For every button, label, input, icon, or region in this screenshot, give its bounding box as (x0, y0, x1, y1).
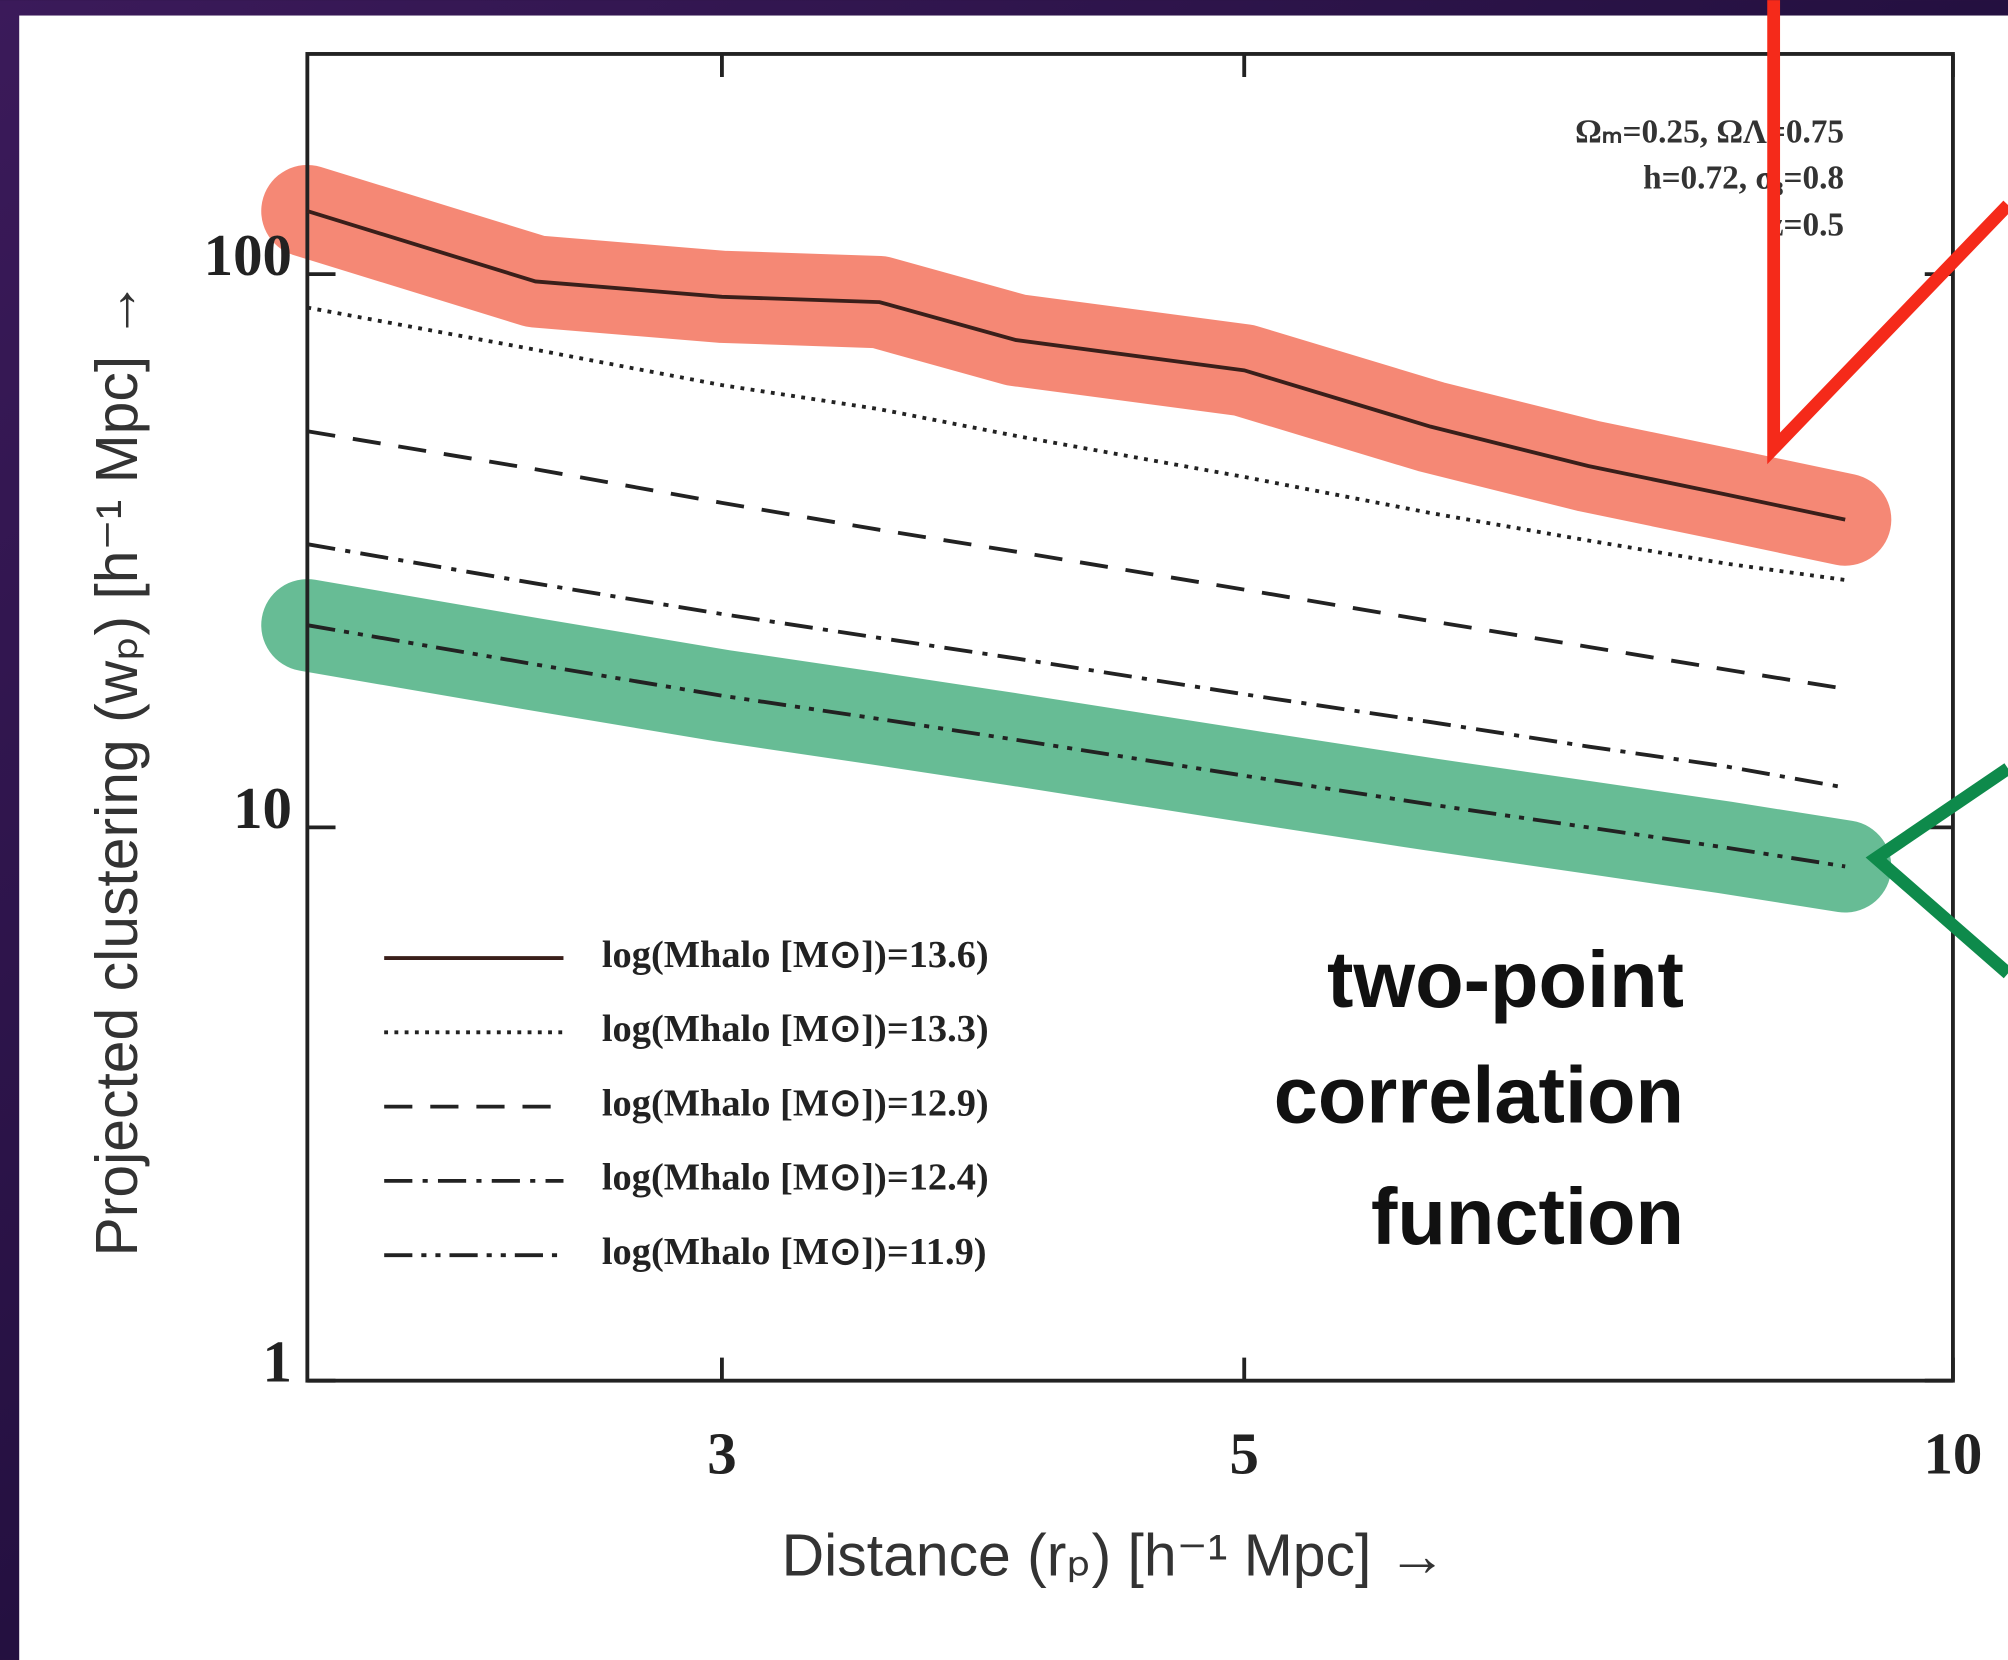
series-line (307, 542, 1846, 790)
callout-text: correlation (1274, 1050, 1684, 1139)
y-tick-label: 1 (263, 1329, 292, 1394)
x-axis-label: Distance (rₚ) [h⁻¹ Mpc] → (782, 1524, 1447, 1589)
highlight-band (261, 579, 1892, 913)
series-line (307, 429, 1846, 691)
callout-text: two-point (1327, 935, 1684, 1024)
callout-text: function (1371, 1172, 1684, 1261)
legend-label: log(Mhalo [M⊙])=13.3) (602, 1008, 989, 1050)
series-line (306, 209, 1846, 522)
x-tick-label: 3 (707, 1422, 736, 1487)
green-pointer (1865, 763, 2008, 979)
x-tick-label: 5 (1229, 1422, 1258, 1487)
parameters: Ωₘ=0.25, ΩΛ=0.75 h=0.72, σ₈=0.8 z=0.5 (1575, 113, 1844, 243)
red-pointer (1767, 0, 2008, 465)
y-axis-label: Projected clustering (wₚ) [h⁻¹ Mpc] → (85, 281, 150, 1257)
param-text: h=0.72, σ₈=0.8 (1643, 159, 1844, 196)
legend-label: log(Mhalo [M⊙])=13.6) (602, 934, 989, 976)
plot: 3 5 10 1 10 100 (204, 53, 1982, 1487)
legend-label: log(Mhalo [M⊙])=11.9) (602, 1231, 987, 1273)
param-text: z=0.5 (1769, 207, 1844, 244)
plot-frame (305, 52, 1955, 1383)
param-text: Ωₘ=0.25, ΩΛ=0.75 (1575, 113, 1844, 150)
y-tick-label: 100 (204, 223, 292, 288)
legend: log(Mhalo [M⊙])=13.6) log(Mhalo [M⊙])=13.… (384, 934, 989, 1273)
callout: two-point correlation function (1274, 935, 1684, 1261)
legend-label: log(Mhalo [M⊙])=12.9) (602, 1082, 989, 1124)
y-tick-label: 10 (233, 776, 292, 841)
legend-label: log(Mhalo [M⊙])=12.4) (602, 1157, 989, 1199)
x-tick-label: 10 (1923, 1422, 1982, 1487)
